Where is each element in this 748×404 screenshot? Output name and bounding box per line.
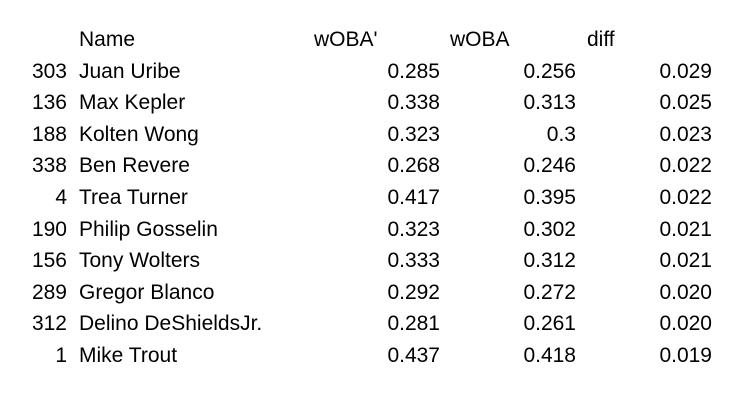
- row-id: 303: [31, 59, 67, 83]
- player-name: Philip Gosselin: [79, 217, 218, 241]
- woba-prime-value: 0.417: [387, 185, 440, 209]
- woba-prime-value: 0.323: [387, 217, 440, 241]
- woba-value: 0.272: [523, 280, 576, 304]
- row-id: 289: [31, 280, 67, 304]
- table-row: 190 Philip Gosselin 0.323 0.302 0.021: [0, 214, 748, 246]
- header-woba: wOBA: [450, 28, 510, 51]
- player-name: Delino DeShieldsJr.: [79, 312, 263, 336]
- diff-value: 0.025: [659, 91, 712, 115]
- table-row: 289 Gregor Blanco 0.292 0.272 0.020: [0, 277, 748, 309]
- table-row: 312 Delino DeShieldsJr. 0.281 0.261 0.02…: [0, 308, 748, 340]
- diff-value: 0.019: [659, 343, 712, 367]
- diff-value: 0.020: [659, 280, 712, 304]
- woba-value: 0.313: [523, 91, 576, 115]
- table-row: 156 Tony Wolters 0.333 0.312 0.021: [0, 245, 748, 277]
- woba-prime-value: 0.292: [387, 280, 440, 304]
- table-row: 1 Mike Trout 0.437 0.418 0.019: [0, 340, 748, 372]
- diff-value: 0.022: [659, 154, 712, 178]
- player-name: Kolten Wong: [79, 122, 199, 146]
- diff-value: 0.023: [659, 122, 712, 146]
- player-name: Max Kepler: [79, 91, 186, 115]
- player-name: Tony Wolters: [79, 249, 200, 273]
- player-name: Ben Revere: [79, 154, 190, 178]
- row-id: 1: [55, 343, 67, 367]
- woba-value: 0.312: [523, 249, 576, 273]
- table-row: 188 Kolten Wong 0.323 0.3 0.023: [0, 119, 748, 151]
- player-name: Mike Trout: [79, 343, 178, 367]
- spreadsheet-table: Name wOBA' wOBA diff 303 Juan Uribe 0.28…: [0, 24, 748, 372]
- woba-value: 0.302: [523, 217, 576, 241]
- row-id: 4: [55, 185, 67, 209]
- woba-value: 0.261: [523, 312, 576, 336]
- row-id: 190: [31, 217, 67, 241]
- woba-value: 0.395: [523, 185, 576, 209]
- woba-prime-value: 0.323: [387, 122, 440, 146]
- table-row: 303 Juan Uribe 0.285 0.256 0.029: [0, 56, 748, 88]
- woba-prime-value: 0.285: [387, 59, 440, 83]
- header-row: Name wOBA' wOBA diff: [0, 24, 748, 56]
- row-id: 156: [31, 249, 67, 273]
- woba-prime-value: 0.281: [387, 312, 440, 336]
- woba-value: 0.256: [523, 59, 576, 83]
- row-id: 136: [31, 91, 67, 115]
- woba-prime-value: 0.338: [387, 91, 440, 115]
- diff-value: 0.021: [659, 217, 712, 241]
- woba-value: 0.246: [523, 154, 576, 178]
- woba-prime-value: 0.437: [387, 343, 440, 367]
- table-row: 4 Trea Turner 0.417 0.395 0.022: [0, 182, 748, 214]
- diff-value: 0.029: [659, 59, 712, 83]
- header-name: Name: [79, 28, 136, 51]
- table-row: 136 Max Kepler 0.338 0.313 0.025: [0, 87, 748, 119]
- table-row: 338 Ben Revere 0.268 0.246 0.022: [0, 150, 748, 182]
- row-id: 312: [31, 312, 67, 336]
- header-diff: diff: [587, 28, 615, 51]
- woba-value: 0.418: [523, 343, 576, 367]
- woba-prime-value: 0.268: [387, 154, 440, 178]
- diff-value: 0.022: [659, 185, 712, 209]
- row-id: 338: [31, 154, 67, 178]
- woba-prime-value: 0.333: [387, 249, 440, 273]
- player-name: Gregor Blanco: [79, 280, 215, 304]
- header-woba-prime: wOBA': [314, 28, 378, 51]
- woba-value: 0.3: [546, 122, 576, 146]
- diff-value: 0.021: [659, 249, 712, 273]
- diff-value: 0.020: [659, 312, 712, 336]
- row-id: 188: [31, 122, 67, 146]
- player-name: Juan Uribe: [79, 59, 181, 83]
- player-name: Trea Turner: [79, 185, 188, 209]
